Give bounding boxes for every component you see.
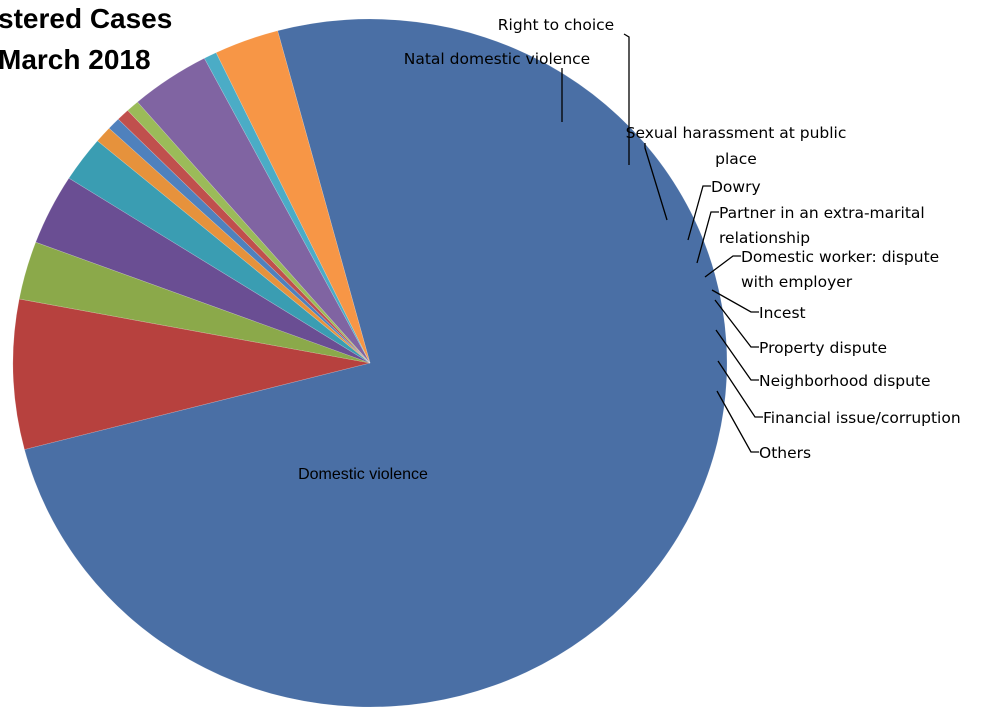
slice-label-line: Others [759,444,811,462]
slice-label-line: place [715,150,757,168]
pie-slice [137,57,371,364]
leader-line [717,360,763,418]
leader-line [696,211,719,264]
leader-line [715,329,759,381]
pie-slice [127,101,371,364]
pie-slice [215,30,371,364]
pie-slice [97,127,371,364]
pie-slice [18,241,371,364]
slice-label-line: relationship [719,229,810,247]
slice-label-line: Natal domestic violence [404,50,590,68]
slice-label: Others [759,444,811,462]
chart-title-line: March 2018 [0,44,151,75]
slice-label-line: Partner in an extra-marital [719,204,925,222]
slice-label-line: Domestic violence [298,466,428,483]
leader-line [704,255,741,278]
slice-label: Neighborhood dispute [759,372,931,390]
slice-label-line: Dowry [711,178,761,196]
pie-slice [24,18,728,708]
leader-line [623,33,630,165]
slice-label: Natal domestic violence [404,50,590,68]
slice-label-line: Incest [759,304,806,322]
leader-line [714,299,759,348]
slice-label: Partner in an extra-marital relationship [719,204,925,247]
slice-label: Sexual harassment at public place [626,124,847,168]
leader-lines [561,33,763,453]
slice-label: Financial issue/corruption [763,409,961,427]
pie-slice [203,52,371,364]
slice-label-line: Property dispute [759,339,887,357]
slice-label-line: Neighborhood dispute [759,372,931,390]
pie-slice [35,177,371,364]
pie-slice [12,298,371,450]
chart-title-line: stered Cases [0,3,172,34]
slice-label: Domestic violence [298,466,428,483]
slice-label-line: with employer [741,273,853,291]
pie-slices [12,18,728,708]
slice-label-line: Right to choice [498,16,614,34]
slice-label: Right to choice [498,16,614,34]
leader-line [644,143,668,221]
leader-line [687,185,711,241]
chart-title: stered Cases March 2018 [0,3,172,75]
slice-label-line: Financial issue/corruption [763,409,961,427]
slice-label-line: Sexual harassment at public [626,124,847,142]
slice-labels: Domestic violence Natal domestic violence… [298,16,961,483]
slice-label: Incest [759,304,806,322]
leader-line [716,390,759,453]
slice-label: Property dispute [759,339,887,357]
slice-label-line: Domestic worker: dispute [741,248,939,266]
pie-slice [117,109,371,364]
pie-slice [108,118,371,364]
slice-label: Dowry [711,178,761,196]
pie-slice [68,140,371,364]
leader-line [711,289,759,313]
slice-label: Domestic worker: dispute with employer [741,248,939,291]
